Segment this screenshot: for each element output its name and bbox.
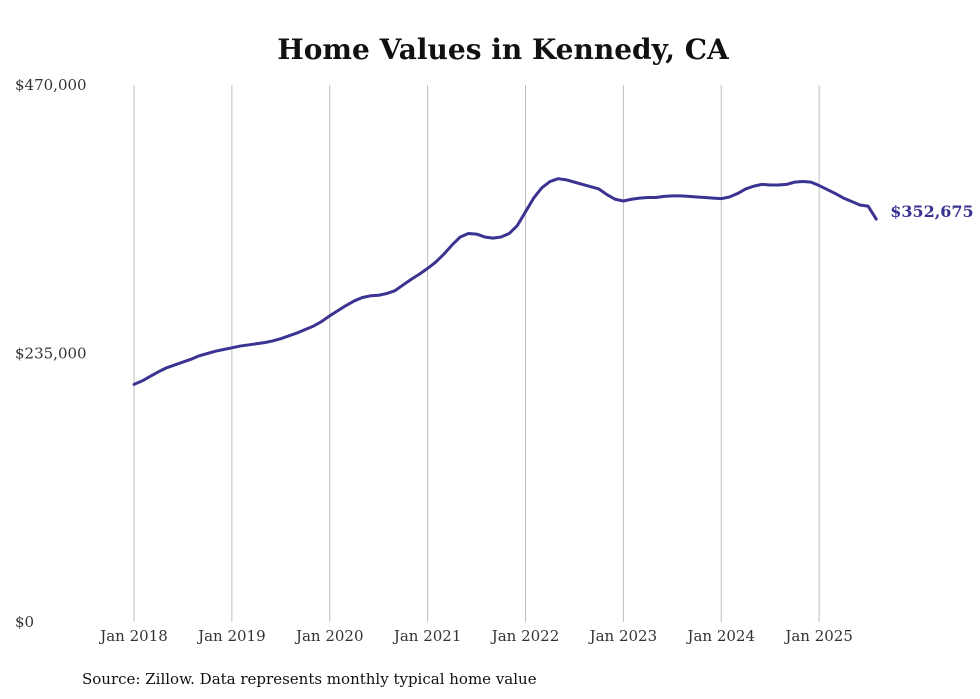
source-note: Source: Zillow. Data represents monthly … — [82, 670, 537, 688]
x-tick-label: Jan 2023 — [588, 627, 658, 645]
x-axis-tick-labels: Jan 2018 Jan 2019 Jan 2020 Jan 2021 Jan 2022… — [98, 627, 853, 645]
vertical-gridlines — [133, 85, 820, 622]
home-value-series-line — [132, 177, 878, 386]
x-tick-label: Jan 2021 — [392, 627, 462, 645]
y-tick-label: $470,000 — [15, 76, 87, 94]
x-tick-label: Jan 2018 — [98, 627, 168, 645]
x-tick-label: Jan 2025 — [783, 627, 853, 645]
x-tick-label: Jan 2022 — [490, 627, 560, 645]
x-tick-label: Jan 2020 — [294, 627, 364, 645]
x-tick-label: Jan 2019 — [196, 627, 266, 645]
y-tick-label: $0 — [15, 613, 34, 631]
y-axis-tick-labels: $0 $235,000 $470,000 — [15, 76, 87, 631]
x-tick-label: Jan 2024 — [685, 627, 755, 645]
latest-value-label: $352,675 — [890, 202, 974, 221]
y-tick-label: $235,000 — [15, 345, 87, 363]
chart-title: Home Values in Kennedy, CA — [277, 33, 730, 66]
